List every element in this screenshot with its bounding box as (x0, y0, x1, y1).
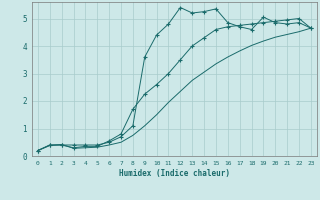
X-axis label: Humidex (Indice chaleur): Humidex (Indice chaleur) (119, 169, 230, 178)
